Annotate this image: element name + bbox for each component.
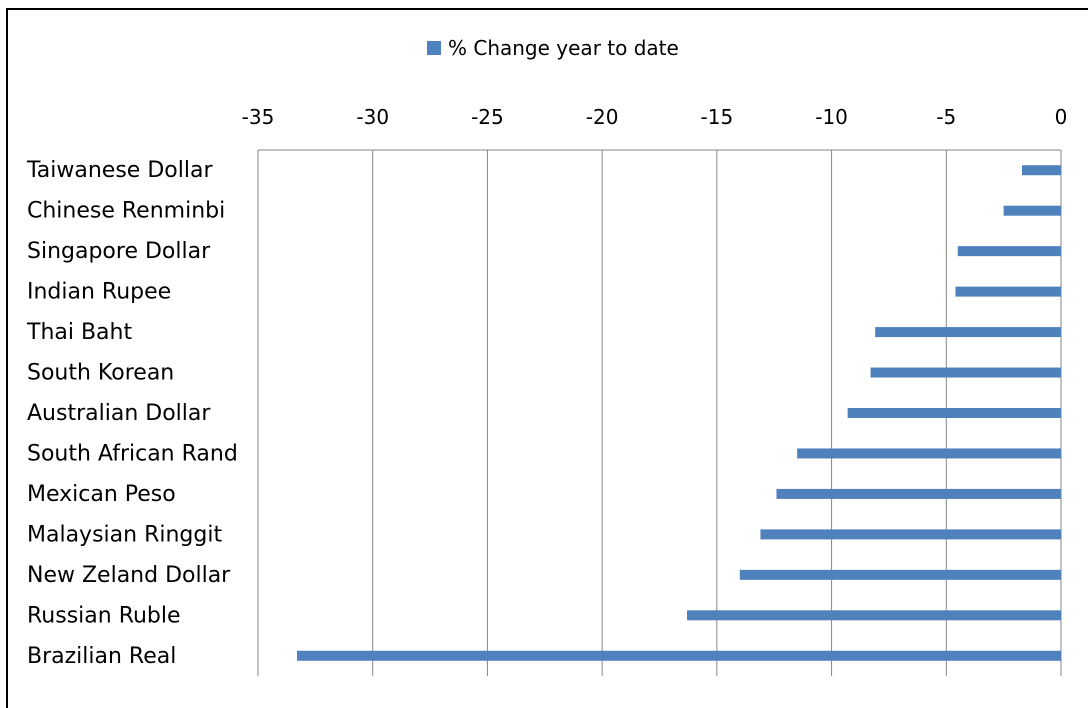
category-label: Singapore Dollar <box>27 239 211 264</box>
category-label: Taiwanese Dollar <box>26 158 213 183</box>
category-label: Indian Rupee <box>27 280 171 305</box>
category-label: Thai Baht <box>26 320 132 345</box>
category-label: Russian Ruble <box>27 603 181 628</box>
bar-south-korean <box>870 367 1061 378</box>
x-tick-label: -10 <box>815 105 848 129</box>
bar-brazilian-real <box>297 650 1061 661</box>
category-label: Australian Dollar <box>27 401 211 426</box>
category-label: South African Rand <box>27 441 238 466</box>
bar-south-african-rand <box>797 448 1061 459</box>
legend-swatch <box>427 41 441 55</box>
x-tick-label: -30 <box>356 105 389 129</box>
x-tick-label: 0 <box>1055 105 1068 129</box>
bar-australian-dollar <box>847 408 1061 418</box>
category-label: Malaysian Ringgit <box>27 522 222 547</box>
x-tick-label: -25 <box>471 105 504 129</box>
category-label: Mexican Peso <box>27 482 176 507</box>
bar-chinese-renminbi <box>1003 205 1061 216</box>
bar-thai-baht <box>875 327 1061 338</box>
bar-taiwanese-dollar <box>1021 165 1061 176</box>
bar-new-zeland-dollar <box>739 569 1061 580</box>
x-tick-label: -15 <box>701 105 734 129</box>
category-label: Chinese Renminbi <box>27 199 225 224</box>
chart-frame <box>6 8 1088 708</box>
x-tick-label: -20 <box>586 105 619 129</box>
category-label: Brazilian Real <box>27 644 176 669</box>
x-tick-label: -5 <box>936 105 956 129</box>
x-tick-label: -35 <box>242 105 275 129</box>
bar-indian-rupee <box>955 286 1061 297</box>
chart-legend: % Change year to date <box>427 36 679 60</box>
legend-label: % Change year to date <box>448 36 679 60</box>
bar-mexican-peso <box>776 488 1061 499</box>
category-label: New Zeland Dollar <box>27 563 231 588</box>
bar-russian-ruble <box>687 610 1061 621</box>
bar-singapore-dollar <box>957 246 1061 257</box>
category-label: South Korean <box>27 361 174 386</box>
bar-malaysian-ringgit <box>760 529 1061 540</box>
